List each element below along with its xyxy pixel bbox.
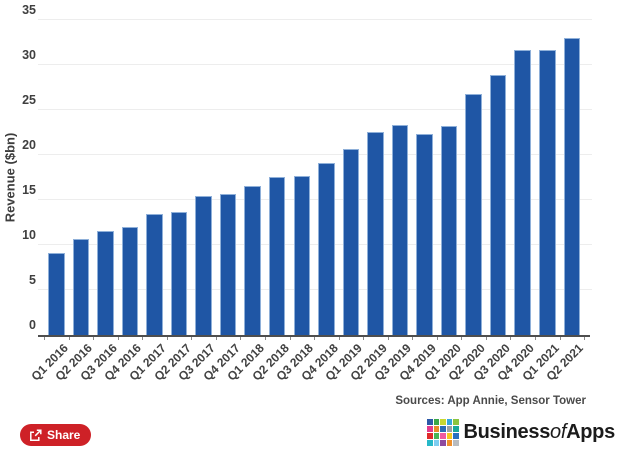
y-axis-title: Revenue ($bn) bbox=[2, 132, 18, 223]
logo-grid-square bbox=[440, 433, 446, 439]
axis-minor-tick bbox=[436, 337, 438, 340]
axis-minor-tick bbox=[535, 337, 536, 340]
axis-minor-tick bbox=[510, 337, 512, 340]
axis-minor-tick bbox=[387, 337, 389, 340]
share-button-label: Share bbox=[47, 428, 81, 442]
logo-grid-square bbox=[427, 440, 433, 446]
logo-grid-square bbox=[446, 419, 452, 425]
gridline bbox=[38, 19, 592, 20]
share-icon bbox=[30, 428, 42, 441]
y-tick-label: 5 bbox=[29, 273, 36, 287]
bar-q4-2019 bbox=[416, 134, 433, 335]
bar-q2-2019 bbox=[367, 131, 384, 335]
businessofapps-logo[interactable]: BusinessofApps bbox=[427, 419, 615, 446]
gridline bbox=[38, 244, 592, 245]
y-tick-label: 0 bbox=[29, 318, 36, 332]
logo-grid-square bbox=[433, 433, 439, 439]
bar-q3-2016 bbox=[97, 230, 114, 335]
logo-grid-icon bbox=[427, 419, 459, 446]
gridline bbox=[38, 109, 592, 110]
logo-word-apps: Apps bbox=[566, 421, 615, 443]
bar-q3-2017 bbox=[195, 196, 212, 335]
axis-minor-tick bbox=[215, 337, 217, 340]
logo-grid-square bbox=[433, 440, 439, 446]
axis-minor-tick bbox=[93, 337, 95, 340]
bar-q1-2018 bbox=[244, 185, 261, 335]
logo-grid-square bbox=[446, 433, 452, 439]
axis-minor-tick bbox=[412, 337, 414, 340]
sources-note: Sources: App Annie, Sensor Tower bbox=[395, 395, 586, 407]
share-button[interactable]: Share bbox=[20, 424, 92, 446]
bar-q1-2019 bbox=[342, 148, 360, 335]
gridline bbox=[38, 154, 592, 155]
bar-q1-2021 bbox=[539, 49, 556, 335]
logo-grid-square bbox=[433, 426, 439, 432]
axis-minor-tick bbox=[142, 337, 144, 340]
bar-q2-2016 bbox=[72, 238, 90, 335]
gridline bbox=[38, 64, 592, 65]
x-axis-line bbox=[38, 335, 590, 337]
bar-q4-2018 bbox=[318, 163, 335, 335]
logo-grid-square bbox=[453, 433, 459, 439]
y-tick-label: 20 bbox=[22, 138, 36, 152]
logo-grid-square bbox=[427, 419, 433, 425]
axis-minor-tick bbox=[191, 337, 193, 340]
axis-minor-tick bbox=[240, 337, 242, 340]
y-tick-label: 25 bbox=[22, 93, 36, 107]
plot-area bbox=[38, 19, 592, 335]
logo-grid-square bbox=[440, 419, 446, 425]
bar-q2-2020 bbox=[465, 93, 482, 335]
logo-grid-square bbox=[427, 433, 433, 439]
gridline bbox=[38, 289, 592, 290]
bar-q4-2020 bbox=[514, 49, 531, 335]
logo-grid-square bbox=[453, 440, 459, 446]
logo-grid-square bbox=[453, 426, 459, 432]
y-tick-label: 35 bbox=[22, 3, 36, 17]
logo-word-business: Business bbox=[463, 421, 551, 443]
bar-q1-2016 bbox=[48, 253, 65, 335]
logo-grid-square bbox=[440, 426, 446, 432]
y-tick-label: 15 bbox=[22, 183, 36, 197]
axis-minor-tick bbox=[289, 337, 291, 340]
bar-q2-2017 bbox=[170, 211, 188, 335]
bar-q1-2020 bbox=[440, 126, 458, 335]
gridline bbox=[38, 199, 592, 200]
axis-minor-tick bbox=[338, 337, 340, 340]
logo-grid-square bbox=[427, 426, 433, 432]
axis-minor-tick bbox=[461, 337, 463, 340]
logo-wordmark: BusinessofApps bbox=[463, 419, 616, 446]
bar-q2-2018 bbox=[268, 176, 286, 335]
logo-grid-square bbox=[453, 419, 459, 425]
axis-minor-tick bbox=[559, 337, 561, 340]
axis-minor-tick bbox=[166, 337, 168, 340]
axis-minor-tick bbox=[264, 337, 266, 340]
axis-minor-tick bbox=[117, 337, 119, 340]
axis-minor-tick bbox=[584, 337, 586, 340]
bar-q2-2021 bbox=[563, 38, 581, 335]
bar-q3-2019 bbox=[391, 125, 409, 335]
logo-word-of: of bbox=[550, 421, 567, 443]
axis-minor-tick bbox=[68, 337, 70, 340]
axis-minor-tick bbox=[363, 337, 365, 340]
logo-grid-square bbox=[446, 440, 452, 446]
logo-grid-square bbox=[440, 440, 446, 446]
bar-q3-2018 bbox=[293, 175, 310, 335]
logo-grid-square bbox=[433, 419, 439, 425]
axis-minor-tick bbox=[314, 337, 316, 340]
logo-grid-square bbox=[446, 426, 452, 432]
bar-q3-2020 bbox=[489, 74, 507, 335]
y-tick-label: 10 bbox=[22, 228, 36, 242]
y-tick-label: 30 bbox=[22, 48, 36, 62]
bar-q1-2017 bbox=[146, 213, 163, 335]
axis-minor-tick bbox=[44, 337, 45, 340]
bar-q4-2017 bbox=[219, 193, 237, 335]
axis-minor-tick bbox=[485, 337, 487, 340]
bar-q4-2016 bbox=[121, 227, 139, 335]
